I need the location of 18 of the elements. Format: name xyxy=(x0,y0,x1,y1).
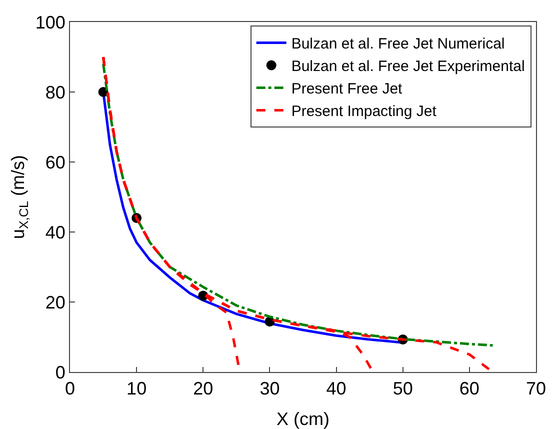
y-tick-label: 80 xyxy=(45,82,66,102)
y-tick-label: 100 xyxy=(35,12,66,32)
x-tick-label: 50 xyxy=(392,378,413,399)
x-tick-label: 30 xyxy=(260,378,280,399)
y-tick-label: 40 xyxy=(45,222,66,242)
x-tick-label: 20 xyxy=(193,378,214,399)
x-tick-label: 70 xyxy=(526,378,546,399)
x-tick-label: 40 xyxy=(326,378,346,399)
legend-label: Bulzan et al. Free Jet Numerical xyxy=(291,36,505,53)
x-axis-title: X (cm) xyxy=(276,409,330,429)
legend-label: Present Free Jet xyxy=(291,80,404,98)
y-tick-label: 60 xyxy=(45,152,66,172)
legend-label: Bulzan et al. Free Jet Experimental xyxy=(291,58,525,76)
x-tick-label: 10 xyxy=(126,378,147,399)
legend-label: Present Impacting Jet xyxy=(291,103,438,120)
y-tick-label: 0 xyxy=(55,362,66,382)
y-tick-label: 20 xyxy=(45,292,66,312)
x-tick-label: 60 xyxy=(459,378,480,399)
